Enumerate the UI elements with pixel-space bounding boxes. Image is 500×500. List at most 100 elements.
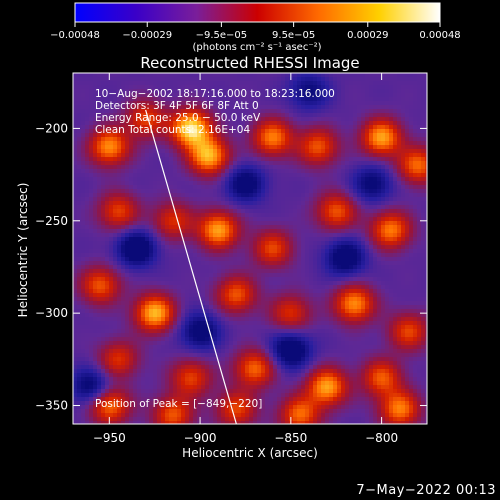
heatmap-cell: [209, 225, 213, 229]
heatmap-cell: [165, 193, 169, 197]
heatmap-cell: [173, 125, 177, 129]
heatmap-cell: [89, 293, 93, 297]
heatmap-cell: [293, 209, 297, 213]
heatmap-cell: [345, 217, 349, 221]
heatmap-cell: [153, 129, 157, 133]
heatmap-cell: [81, 253, 85, 257]
heatmap-cell: [261, 133, 265, 137]
heatmap-cell: [337, 213, 341, 217]
heatmap-cell: [401, 253, 405, 257]
heatmap-cell: [197, 177, 201, 181]
heatmap-cell: [149, 145, 153, 149]
heatmap-cell: [405, 125, 409, 129]
heatmap-cell: [213, 141, 217, 145]
heatmap-cell: [173, 93, 177, 97]
heatmap-cell: [77, 109, 81, 113]
heatmap-cell: [281, 273, 285, 277]
heatmap-cell: [409, 265, 413, 269]
heatmap-cell: [197, 205, 201, 209]
heatmap-cell: [229, 85, 233, 89]
heatmap-cell: [285, 233, 289, 237]
heatmap-cell: [105, 101, 109, 105]
heatmap-cell: [201, 185, 205, 189]
heatmap-cell: [409, 185, 413, 189]
heatmap-cell: [277, 225, 281, 229]
heatmap-cell: [345, 185, 349, 189]
heatmap-cell: [309, 93, 313, 97]
heatmap-cell: [177, 209, 181, 213]
heatmap-cell: [81, 97, 85, 101]
heatmap-cell: [129, 233, 133, 237]
heatmap-cell: [413, 137, 417, 141]
heatmap-cell: [173, 269, 177, 273]
heatmap-cell: [389, 209, 393, 213]
heatmap-cell: [81, 209, 85, 213]
heatmap-cell: [93, 89, 97, 93]
heatmap-cell: [401, 105, 405, 109]
heatmap-cell: [381, 113, 385, 117]
heatmap-cell: [189, 161, 193, 165]
heatmap-cell: [377, 161, 381, 165]
heatmap-cell: [209, 197, 213, 201]
heatmap-cell: [97, 173, 101, 177]
heatmap-cell: [205, 233, 209, 237]
heatmap-cell: [141, 237, 145, 241]
heatmap-cell: [141, 245, 145, 249]
heatmap-cell: [141, 165, 145, 169]
heatmap-cell: [205, 157, 209, 161]
heatmap-cell: [329, 265, 333, 269]
heatmap-cell: [113, 209, 117, 213]
heatmap-cell: [345, 225, 349, 229]
heatmap-cell: [341, 189, 345, 193]
heatmap-cell: [157, 177, 161, 181]
heatmap-cell: [225, 193, 229, 197]
heatmap-cell: [409, 145, 413, 149]
heatmap-cell: [413, 157, 417, 161]
heatmap-cell: [341, 85, 345, 89]
heatmap-cell: [141, 285, 145, 289]
heatmap-cell: [229, 101, 233, 105]
heatmap-cell: [245, 237, 249, 241]
heatmap-cell: [101, 189, 105, 193]
heatmap-cell: [405, 229, 409, 233]
heatmap-cell: [289, 213, 293, 217]
heatmap-cell: [105, 285, 109, 289]
heatmap-cell: [277, 205, 281, 209]
heatmap-cell: [293, 181, 297, 185]
heatmap-cell: [165, 209, 169, 213]
heatmap-cell: [309, 265, 313, 269]
heatmap-cell: [85, 149, 89, 153]
heatmap-cell: [181, 157, 185, 161]
heatmap-cell: [229, 149, 233, 153]
heatmap-cell: [233, 285, 237, 289]
heatmap-cell: [209, 189, 213, 193]
heatmap-cell: [349, 113, 353, 117]
heatmap-cell: [309, 97, 313, 101]
heatmap-cell: [109, 117, 113, 121]
heatmap-cell: [405, 141, 409, 145]
heatmap-cell: [341, 133, 345, 137]
heatmap-cell: [225, 177, 229, 181]
heatmap-cell: [185, 201, 189, 205]
heatmap-cell: [97, 113, 101, 117]
heatmap-cell: [165, 185, 169, 189]
heatmap-cell: [309, 177, 313, 181]
heatmap-cell: [269, 93, 273, 97]
heatmap-cell: [189, 121, 193, 125]
heatmap-cell: [97, 225, 101, 229]
heatmap-cell: [317, 125, 321, 129]
heatmap-cell: [325, 241, 329, 245]
heatmap-cell: [133, 277, 137, 281]
heatmap-cell: [389, 181, 393, 185]
heatmap-cell: [393, 137, 397, 141]
heatmap-cell: [181, 201, 185, 205]
heatmap-cell: [349, 177, 353, 181]
heatmap-cell: [273, 285, 277, 289]
heatmap-cell: [233, 85, 237, 89]
heatmap-cell: [145, 121, 149, 125]
heatmap-cell: [305, 129, 309, 133]
heatmap-cell: [385, 265, 389, 269]
heatmap-cell: [125, 121, 129, 125]
heatmap-cell: [185, 213, 189, 217]
heatmap-cell: [121, 125, 125, 129]
